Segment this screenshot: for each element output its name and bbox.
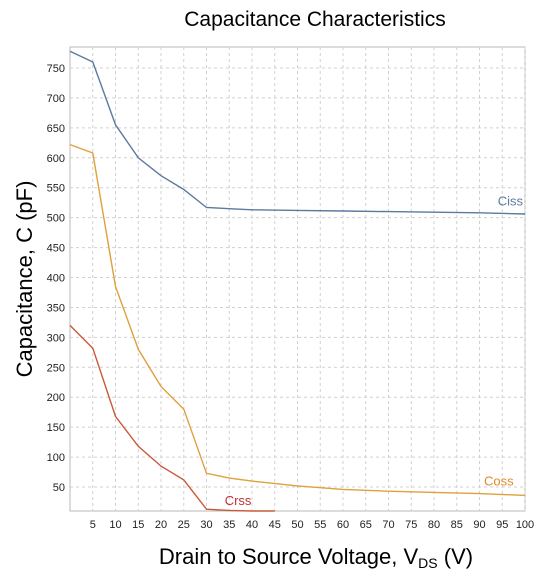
x-tick-label: 85 — [451, 519, 463, 531]
x-tick-label: 25 — [178, 519, 190, 531]
y-tick-label: 600 — [47, 153, 65, 165]
x-tick-label: 40 — [246, 519, 258, 531]
y-tick-label: 750 — [47, 63, 65, 75]
x-tick-label: 95 — [496, 519, 508, 531]
plot-area — [69, 46, 526, 512]
x-tick-label: 30 — [200, 519, 212, 531]
series-label-coss: Coss — [484, 473, 514, 488]
y-tick-label: 550 — [47, 183, 65, 195]
series-line-coss — [69, 143, 526, 497]
y-axis-label: Capacitance, C (pF) — [12, 181, 37, 378]
x-tick-label: 80 — [428, 519, 440, 531]
x-tick-label: 5 — [90, 519, 96, 531]
y-tick-label: 100 — [47, 452, 65, 464]
y-tick-label: 50 — [53, 482, 65, 494]
grid — [70, 47, 526, 511]
series-lines — [69, 50, 526, 512]
y-tick-label: 450 — [47, 243, 65, 255]
y-tick-label: 700 — [47, 93, 65, 105]
y-tick-label: 500 — [47, 213, 65, 225]
x-tick-label: 35 — [223, 519, 235, 531]
x-tick-label: 75 — [405, 519, 417, 531]
x-tick-label: 55 — [314, 519, 326, 531]
x-tick-label: 70 — [382, 519, 394, 531]
y-tick-label: 350 — [47, 302, 65, 314]
x-axis-label-main: Drain to Source Voltage, V — [159, 544, 419, 569]
chart-title: Capacitance Characteristics — [184, 8, 445, 31]
x-tick-label: 100 — [516, 519, 534, 531]
x-tick-label: 15 — [132, 519, 144, 531]
series-line-ciss — [69, 50, 526, 215]
x-tick-label: 10 — [109, 519, 121, 531]
y-tick-label: 400 — [47, 273, 65, 285]
x-tick-label: 50 — [291, 519, 303, 531]
x-tick-label: 45 — [269, 519, 281, 531]
series-label-ciss: Ciss — [498, 194, 524, 209]
y-tick-label: 250 — [47, 362, 65, 374]
series-line-crss — [69, 324, 275, 512]
y-tick-label: 200 — [47, 392, 65, 404]
series-label-crss: Crss — [225, 493, 252, 508]
y-tick-label: 150 — [47, 422, 65, 434]
tick-labels: 5 10 15 20 25 30 35 40 45 50 55 60 65 70 75 80 85 90 95 100… — [47, 63, 535, 531]
y-tick-label: 650 — [47, 123, 65, 135]
x-tick-label: 65 — [360, 519, 372, 531]
x-tick-label: 60 — [337, 519, 349, 531]
x-axis-label-subscript: DS — [418, 555, 437, 571]
x-axis-label: Drain to Source Voltage, VDS (V) — [159, 544, 473, 571]
y-tick-label: 300 — [47, 332, 65, 344]
x-axis-label-unit: (V) — [438, 544, 473, 569]
x-tick-label: 20 — [155, 519, 167, 531]
series-labels: Ciss Coss Crss — [225, 194, 524, 508]
x-tick-label: 90 — [473, 519, 485, 531]
